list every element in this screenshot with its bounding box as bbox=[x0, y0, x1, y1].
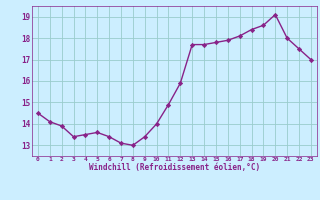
X-axis label: Windchill (Refroidissement éolien,°C): Windchill (Refroidissement éolien,°C) bbox=[89, 163, 260, 172]
